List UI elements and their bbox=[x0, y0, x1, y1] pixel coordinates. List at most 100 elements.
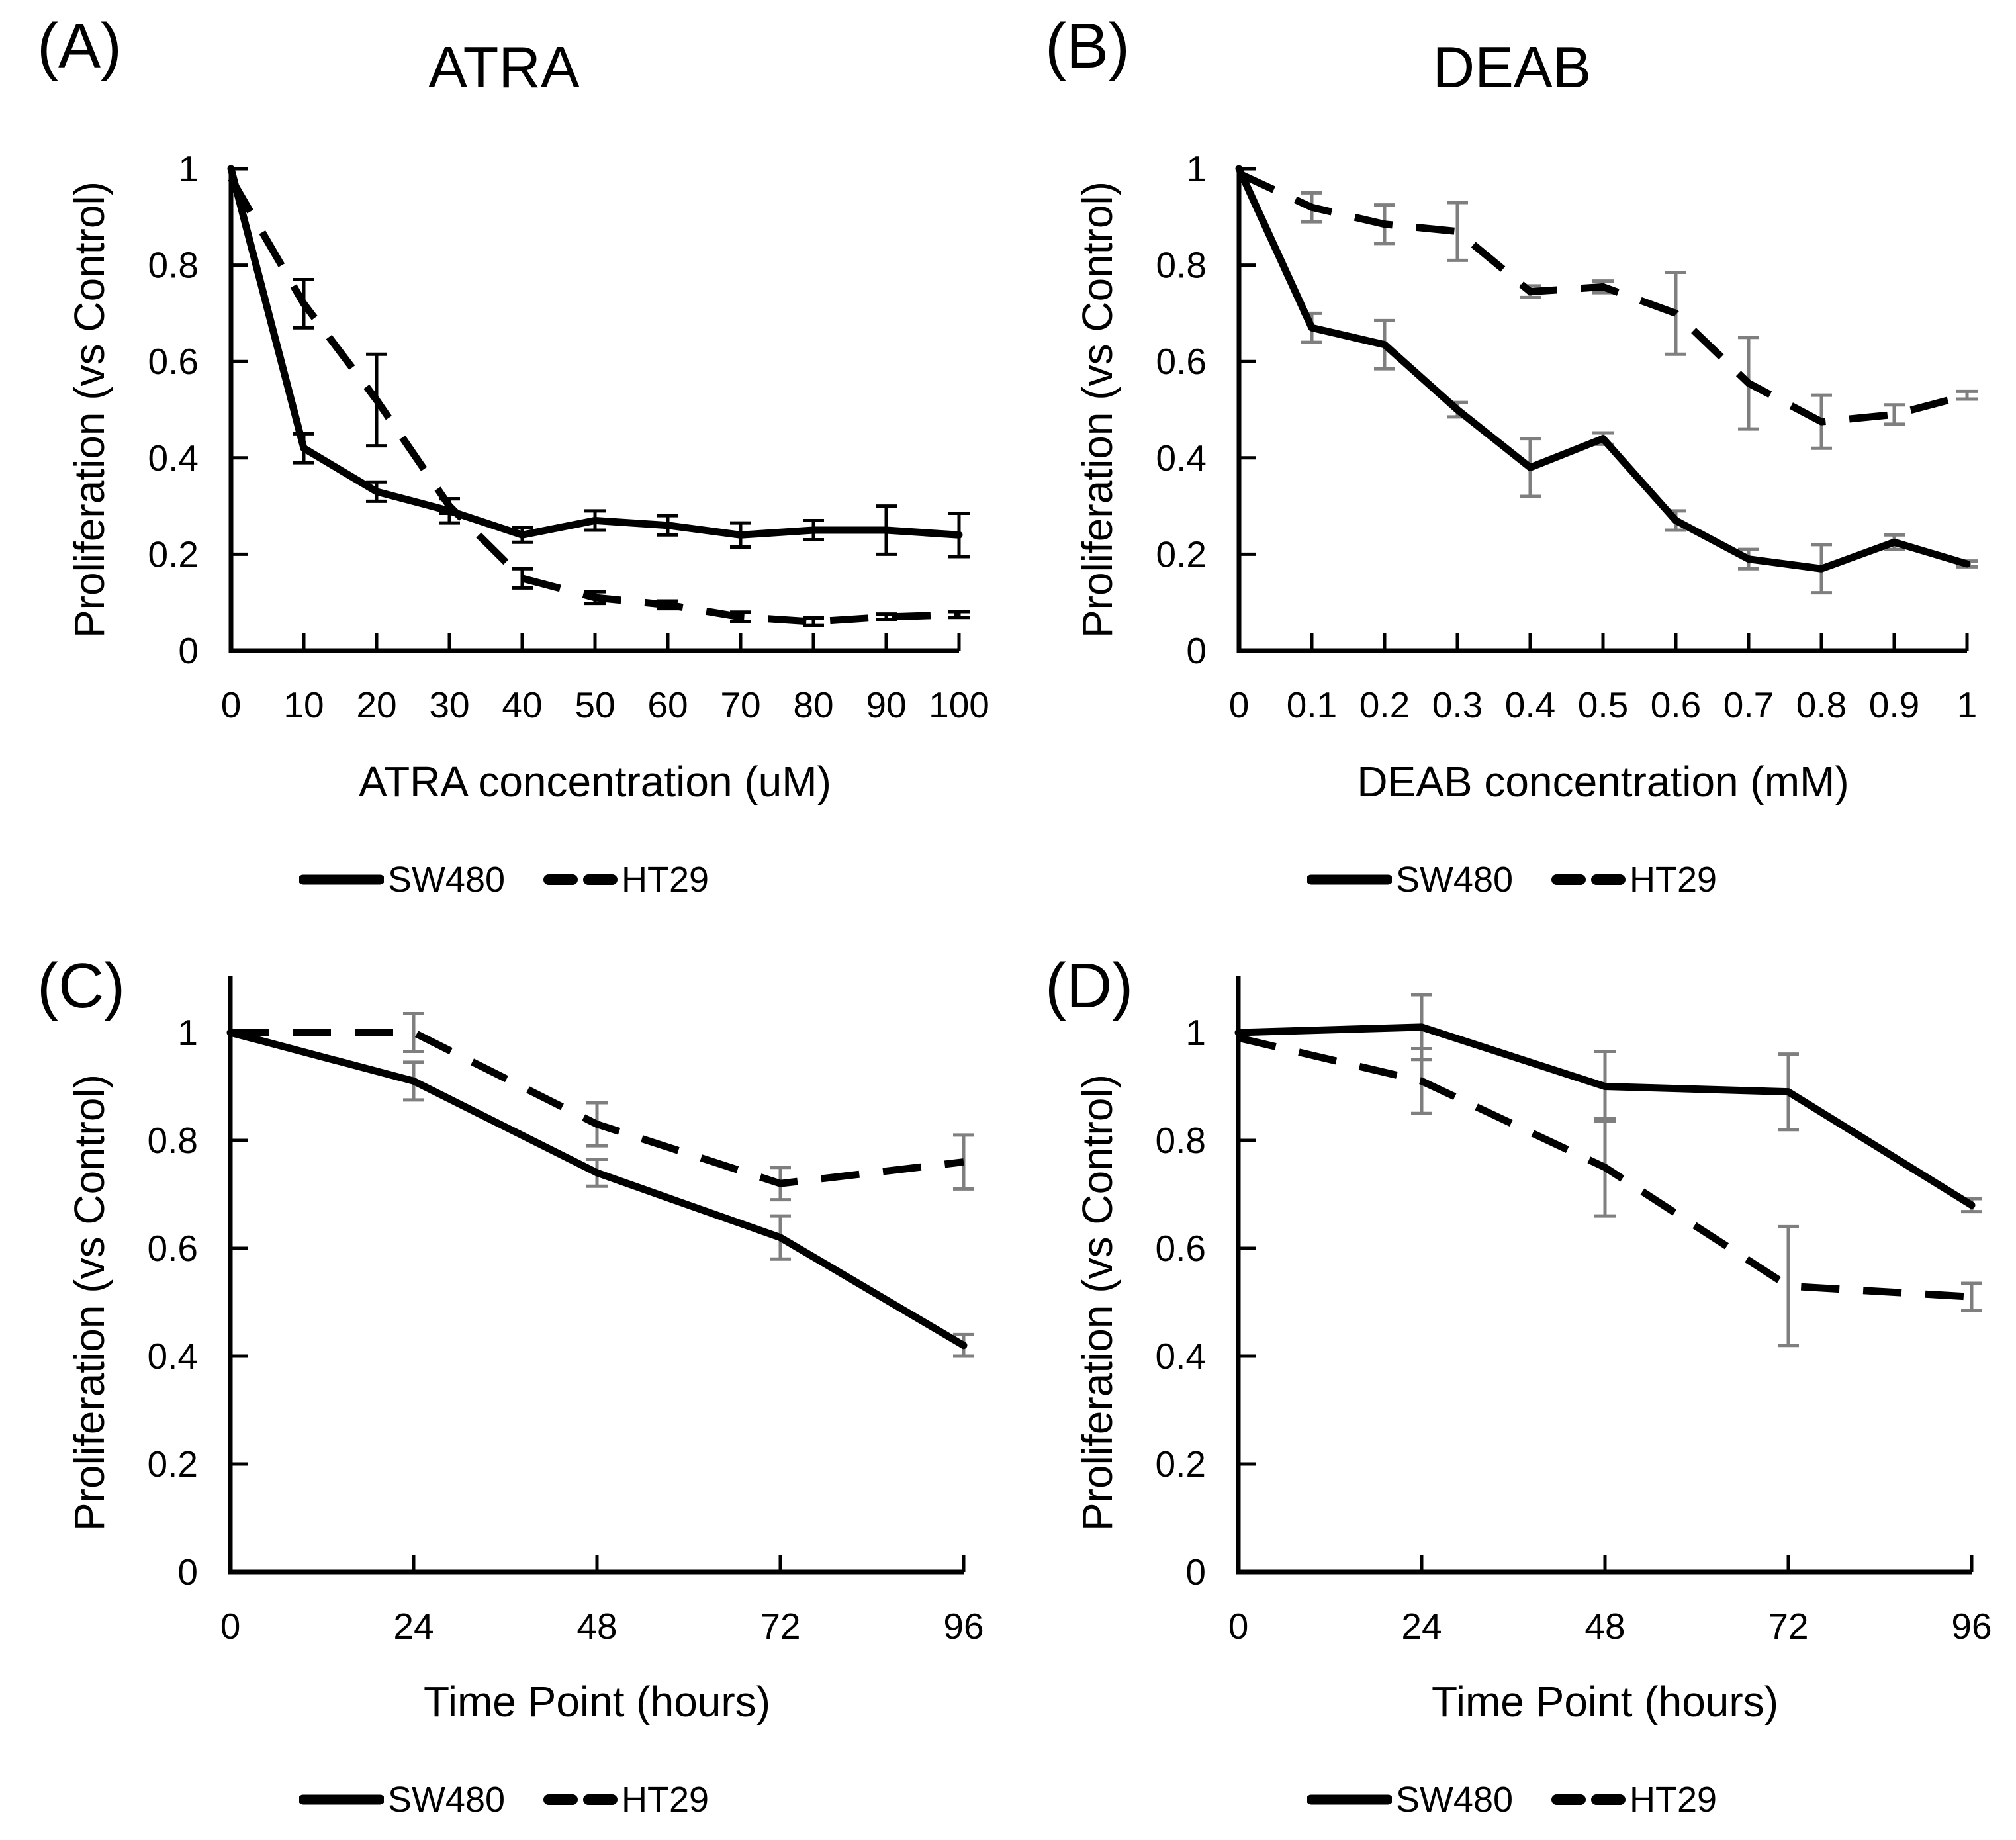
error-bars-sw480 bbox=[1411, 993, 1982, 1214]
y-tick-label: 0.6 bbox=[1156, 1228, 1206, 1269]
plot-area-b: 0 0.2 0.4 0.6 0.8 1 0 0.1 0.2 0.3 0.4 0.5 0.6 0.7 0.8 0… bbox=[1156, 148, 1978, 725]
legend-item-ht29: HT29 bbox=[541, 859, 709, 900]
y-tick-label: 1 bbox=[1186, 148, 1207, 189]
x-tick-label: 0.5 bbox=[1578, 684, 1628, 725]
legend: SW480 HT29 bbox=[0, 1779, 1008, 1820]
legend-item-sw480: SW480 bbox=[298, 1779, 506, 1820]
x-tick-label: 0 bbox=[1228, 1606, 1249, 1647]
legend-label: SW480 bbox=[1395, 1780, 1514, 1819]
legend-item-sw480: SW480 bbox=[1306, 1779, 1514, 1820]
legend-label: SW480 bbox=[387, 1780, 506, 1819]
x-tick-label: 72 bbox=[760, 1606, 800, 1647]
y-tick-label: 0.2 bbox=[1156, 533, 1207, 575]
panel-letter-a: (A) bbox=[37, 11, 122, 81]
x-tick-label: 20 bbox=[356, 684, 396, 725]
legend-item-ht29: HT29 bbox=[1549, 1779, 1717, 1820]
x-tick-label: 40 bbox=[502, 684, 542, 725]
series-line-ht29 bbox=[1237, 1034, 1972, 1301]
x-tick-label: 24 bbox=[1401, 1606, 1442, 1647]
legend-label: HT29 bbox=[621, 1780, 710, 1819]
legend-label: HT29 bbox=[1629, 860, 1718, 899]
y-tick-label: 0.4 bbox=[148, 1336, 198, 1377]
legend: SW480 HT29 bbox=[0, 859, 1008, 900]
legend-label: SW480 bbox=[387, 860, 506, 899]
panel-letter-b: (B) bbox=[1045, 11, 1130, 81]
x-tick-label: 1 bbox=[1957, 684, 1978, 725]
x-tick-label: 90 bbox=[866, 684, 906, 725]
dashed-line-sample bbox=[543, 1794, 618, 1805]
x-tick-label: 96 bbox=[1951, 1606, 1992, 1647]
y-tick-label: 0.8 bbox=[148, 245, 199, 286]
legend: SW480 HT29 bbox=[1008, 1779, 2016, 1820]
y-tick-label: 0.6 bbox=[148, 1228, 198, 1269]
plot-area-d: 0 0.2 0.4 0.6 0.8 1 0 24 48 72 96 bbox=[1156, 976, 1992, 1647]
x-tick-label: 48 bbox=[1584, 1606, 1625, 1647]
x-tick-label: 10 bbox=[283, 684, 324, 725]
solid-line-sample bbox=[298, 874, 384, 885]
y-tick-label: 0.8 bbox=[1156, 1120, 1206, 1161]
x-tick-label: 0.7 bbox=[1723, 684, 1774, 725]
x-tick-label: 0.1 bbox=[1287, 684, 1337, 725]
x-tick-label: 0.4 bbox=[1505, 684, 1555, 725]
x-tick-label: 0 bbox=[1229, 684, 1250, 725]
series-line-sw480 bbox=[1234, 1023, 1976, 1209]
legend-label: HT29 bbox=[621, 860, 710, 899]
x-tick-label: 0.8 bbox=[1796, 684, 1847, 725]
y-tick-label: 0.8 bbox=[148, 1120, 198, 1161]
error-bars-ht29 bbox=[1411, 1046, 1982, 1348]
dashed-line-sample bbox=[543, 874, 618, 885]
x-tick-label: 0.6 bbox=[1651, 684, 1701, 725]
y-tick-label: 0.2 bbox=[1156, 1444, 1206, 1485]
x-tick-label: 100 bbox=[929, 684, 989, 725]
legend: SW480 HT29 bbox=[1008, 859, 2016, 900]
series-line-ht29 bbox=[1237, 170, 1968, 426]
dashed-line-sample bbox=[1551, 1794, 1626, 1805]
y-tick-label: 0.6 bbox=[148, 341, 199, 382]
x-tick-label: 60 bbox=[647, 684, 688, 725]
x-tick-label: 50 bbox=[574, 684, 615, 725]
x-axis-title: ATRA concentration (uM) bbox=[359, 758, 831, 805]
solid-line-sample bbox=[298, 1794, 384, 1805]
x-tick-label: 0.3 bbox=[1432, 684, 1483, 725]
y-tick-label: 0 bbox=[1185, 1551, 1206, 1592]
legend-item-ht29: HT29 bbox=[541, 1779, 709, 1820]
panel-c: (C) Proliferation (vs Control) 0 0.2 0.4 0.… bbox=[0, 920, 1008, 1840]
series-line-sw480 bbox=[1235, 165, 1971, 573]
series-line-ht29 bbox=[230, 1029, 964, 1187]
y-tick-label: 0.4 bbox=[1156, 437, 1207, 479]
series-line-sw480 bbox=[226, 1029, 968, 1350]
x-tick-label: 70 bbox=[720, 684, 760, 725]
y-tick-label: 0 bbox=[178, 630, 199, 671]
series-line-ht29 bbox=[228, 176, 960, 625]
y-tick-label: 0.4 bbox=[148, 437, 199, 479]
y-tick-label: 1 bbox=[1185, 1012, 1206, 1053]
y-tick-label: 1 bbox=[177, 1012, 198, 1053]
chart-title-deab: DEAB bbox=[1432, 34, 1592, 100]
x-axis-title: DEAB concentration (mM) bbox=[1357, 758, 1849, 805]
y-tick-label: 0 bbox=[177, 1551, 198, 1592]
dashed-line-sample bbox=[1551, 874, 1626, 885]
x-tick-label: 48 bbox=[576, 1606, 617, 1647]
x-tick-label: 0 bbox=[221, 684, 242, 725]
legend-item-sw480: SW480 bbox=[1306, 859, 1514, 900]
x-tick-label: 72 bbox=[1768, 1606, 1808, 1647]
y-tick-label: 0 bbox=[1186, 630, 1207, 671]
x-axis-title: Time Point (hours) bbox=[1432, 1678, 1778, 1725]
chart-title-atra: ATRA bbox=[428, 34, 580, 100]
x-axis-title: Time Point (hours) bbox=[424, 1678, 770, 1725]
x-tick-label: 24 bbox=[393, 1606, 434, 1647]
error-bars-sw480 bbox=[403, 1060, 974, 1358]
x-tick-label: 30 bbox=[429, 684, 469, 725]
x-tick-label: 80 bbox=[793, 684, 833, 725]
solid-line-sample bbox=[1306, 1794, 1392, 1805]
x-tick-label: 0.2 bbox=[1359, 684, 1410, 725]
panel-letter-d: (D) bbox=[1045, 950, 1134, 1021]
legend-item-ht29: HT29 bbox=[1549, 859, 1717, 900]
panel-a: (A) ATRA Proliferation (vs Control) 0 0.2… bbox=[0, 0, 1008, 920]
x-tick-label: 96 bbox=[943, 1606, 984, 1647]
legend-label: SW480 bbox=[1395, 860, 1514, 899]
panel-d: (D) Proliferation (vs Control) 0 0.2 0.4 0.… bbox=[1008, 920, 2016, 1840]
series-line-sw480 bbox=[227, 165, 963, 539]
x-tick-label: 0 bbox=[220, 1606, 241, 1647]
